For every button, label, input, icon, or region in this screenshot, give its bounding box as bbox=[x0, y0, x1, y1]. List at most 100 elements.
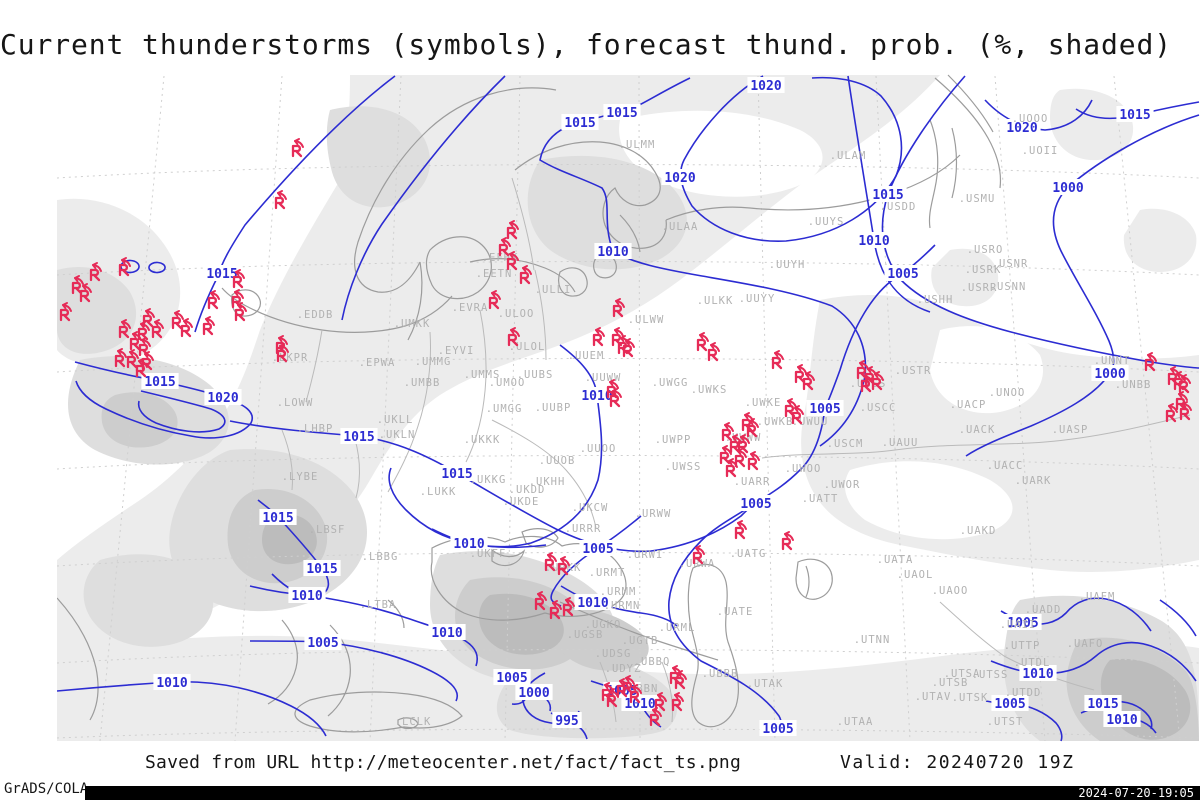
svg-text:1005: 1005 bbox=[887, 267, 918, 282]
svg-text:.URMM: .URMM bbox=[600, 586, 637, 598]
svg-text:1010: 1010 bbox=[1106, 713, 1137, 728]
svg-text:.UNNT: .UNNT bbox=[1094, 355, 1131, 367]
svg-text:.EETN: .EETN bbox=[476, 268, 513, 280]
svg-text:.UGTB: .UGTB bbox=[622, 635, 659, 647]
svg-text:.UAII: .UAII bbox=[1000, 619, 1037, 631]
svg-text:.UUOO: .UUOO bbox=[580, 443, 617, 455]
svg-text:.UASP: .UASP bbox=[1052, 424, 1089, 436]
svg-text:.UUWW: .UUWW bbox=[585, 372, 622, 384]
svg-text:1010: 1010 bbox=[581, 389, 612, 404]
map-title: Current thunderstorms (symbols), forecas… bbox=[0, 28, 1172, 61]
svg-text:1015: 1015 bbox=[872, 188, 903, 203]
timestamp-bar: 2024-07-20-19:05 bbox=[85, 786, 1200, 800]
svg-text:.UKFF: .UKFF bbox=[470, 548, 507, 560]
svg-text:.UKKG: .UKKG bbox=[470, 474, 507, 486]
svg-text:1000: 1000 bbox=[1094, 367, 1125, 382]
svg-text:.EYVI: .EYVI bbox=[438, 345, 475, 357]
svg-text:.USCM: .USCM bbox=[827, 438, 864, 450]
svg-text:.URWI: .URWI bbox=[627, 549, 664, 561]
svg-text:.UWSS: .UWSS bbox=[665, 461, 702, 473]
svg-text:.USMU: .USMU bbox=[959, 193, 996, 205]
valid-time-caption: Valid: 20240720 19Z bbox=[840, 752, 1075, 773]
svg-text:1000: 1000 bbox=[1052, 181, 1083, 196]
svg-text:.URWW: .URWW bbox=[635, 508, 672, 520]
svg-text:.LOWW: .LOWW bbox=[277, 397, 314, 409]
svg-text:1020: 1020 bbox=[750, 79, 781, 94]
svg-text:.UATT: .UATT bbox=[802, 493, 839, 505]
svg-text:.UMGG: .UMGG bbox=[486, 403, 523, 415]
svg-text:.UTSA: .UTSA bbox=[944, 668, 981, 680]
svg-text:1005: 1005 bbox=[307, 636, 338, 651]
svg-text:.UGSB: .UGSB bbox=[567, 629, 604, 641]
timestamp: 2024-07-20-19:05 bbox=[1078, 786, 1194, 800]
svg-text:.USHH: .USHH bbox=[917, 294, 954, 306]
svg-text:.ULLI: .ULLI bbox=[535, 284, 572, 296]
svg-text:1015: 1015 bbox=[144, 375, 175, 390]
svg-text:.UAFO: .UAFO bbox=[1067, 638, 1104, 650]
svg-text:1010: 1010 bbox=[453, 537, 484, 552]
svg-text:.UWKE: .UWKE bbox=[745, 397, 782, 409]
svg-text:1020: 1020 bbox=[664, 171, 695, 186]
svg-text:.UAOL: .UAOL bbox=[897, 569, 934, 581]
svg-text:.UTDD: .UTDD bbox=[1005, 687, 1042, 699]
svg-text:.UTDL: .UTDL bbox=[1014, 657, 1051, 669]
source-url-caption: Saved from URL http://meteocenter.net/fa… bbox=[145, 752, 741, 773]
svg-text:.UKHH: .UKHH bbox=[529, 476, 566, 488]
svg-text:1005: 1005 bbox=[762, 722, 793, 737]
svg-text:.LHBP: .LHBP bbox=[297, 423, 334, 435]
svg-text:.UATE: .UATE bbox=[717, 606, 754, 618]
svg-text:1015: 1015 bbox=[306, 562, 337, 577]
svg-text:.UUYY: .UUYY bbox=[739, 293, 776, 305]
svg-text:.LTBA: .LTBA bbox=[360, 599, 397, 611]
svg-text:.UATG: .UATG bbox=[730, 548, 767, 560]
svg-text:.UATA: .UATA bbox=[877, 554, 914, 566]
svg-text:.UDYZ: .UDYZ bbox=[605, 663, 642, 675]
svg-text:.UTAK: .UTAK bbox=[747, 678, 784, 690]
svg-text:.UTSS: .UTSS bbox=[972, 669, 1009, 681]
svg-text:.ULOO: .ULOO bbox=[498, 308, 535, 320]
svg-text:.USNR: .USNR bbox=[992, 258, 1029, 270]
svg-text:1005: 1005 bbox=[582, 542, 613, 557]
svg-text:.UUYS: .UUYS bbox=[808, 216, 845, 228]
svg-text:.UKLN: .UKLN bbox=[379, 429, 416, 441]
svg-text:.UUOB: .UUOB bbox=[539, 455, 576, 467]
svg-text:.ULKK: .ULKK bbox=[697, 295, 734, 307]
svg-text:.USRO: .USRO bbox=[967, 244, 1004, 256]
svg-text:1010: 1010 bbox=[624, 697, 655, 712]
svg-text:.UACP: .UACP bbox=[950, 399, 987, 411]
svg-text:.UUYH: .UUYH bbox=[769, 259, 806, 271]
svg-text:1010: 1010 bbox=[156, 676, 187, 691]
svg-text:.LUKK: .LUKK bbox=[420, 486, 457, 498]
svg-text:.UDSG: .UDSG bbox=[595, 648, 632, 660]
svg-text:1010: 1010 bbox=[858, 234, 889, 249]
svg-text:1010: 1010 bbox=[291, 589, 322, 604]
svg-text:.UKDE: .UKDE bbox=[503, 496, 540, 508]
svg-text:.UACK: .UACK bbox=[959, 424, 996, 436]
svg-text:.UAUU: .UAUU bbox=[882, 437, 919, 449]
svg-text:1015: 1015 bbox=[564, 116, 595, 131]
svg-text:.URMN: .URMN bbox=[604, 600, 641, 612]
svg-text:.UMOO: .UMOO bbox=[489, 377, 526, 389]
svg-text:.UBBB: .UBBB bbox=[702, 668, 739, 680]
svg-text:.LYBE: .LYBE bbox=[282, 471, 319, 483]
svg-text:1015: 1015 bbox=[1119, 108, 1150, 123]
svg-text:.UKLL: .UKLL bbox=[377, 414, 414, 426]
svg-text:.ULAM: .ULAM bbox=[830, 150, 867, 162]
svg-text:1015: 1015 bbox=[606, 106, 637, 121]
svg-text:.UARK: .UARK bbox=[1015, 475, 1052, 487]
svg-text:.UOOO: .UOOO bbox=[1012, 113, 1049, 125]
svg-text:1005: 1005 bbox=[994, 697, 1025, 712]
svg-text:.UGKO: .UGKO bbox=[585, 619, 622, 631]
svg-text:.UTNN: .UTNN bbox=[854, 634, 891, 646]
svg-text:.UNOO: .UNOO bbox=[989, 387, 1026, 399]
svg-text:1015: 1015 bbox=[262, 511, 293, 526]
svg-text:.URWA: .URWA bbox=[679, 558, 716, 570]
svg-text:.UWKB: .UWKB bbox=[757, 416, 794, 428]
svg-text:.UUBP: .UUBP bbox=[535, 402, 572, 414]
svg-text:.UOII: .UOII bbox=[1022, 145, 1059, 157]
svg-text:.UMMG: .UMMG bbox=[415, 356, 452, 368]
svg-text:.EVRA: .EVRA bbox=[452, 302, 489, 314]
svg-text:1015: 1015 bbox=[206, 267, 237, 282]
